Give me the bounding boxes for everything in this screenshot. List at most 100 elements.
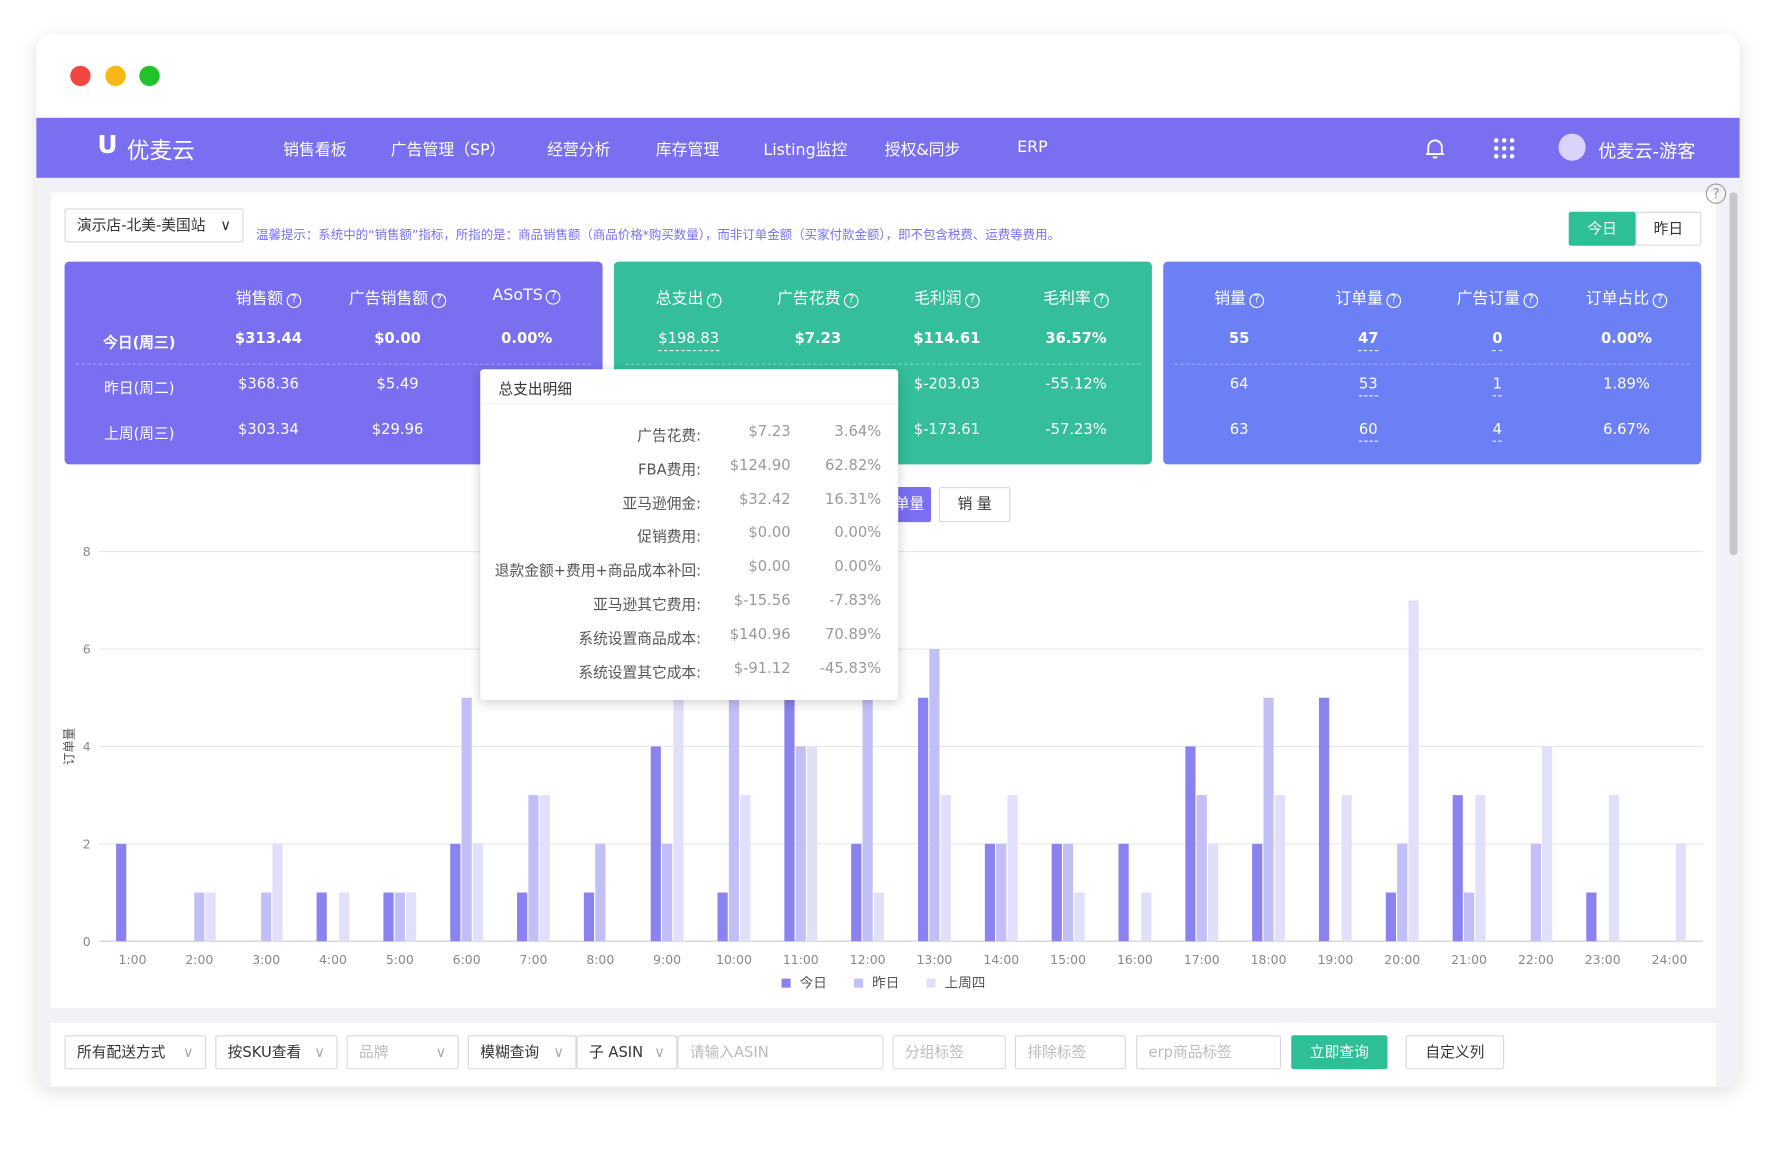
metric-header: 总支出 [656, 287, 722, 310]
metric-header: 广告花费 [777, 287, 859, 310]
bar [940, 795, 951, 942]
tooltip-percent: 0.00% [834, 558, 882, 576]
value-text[interactable]: 53 [1358, 376, 1378, 397]
y-tick-label: 8 [83, 544, 91, 559]
filter-select[interactable]: 按SKU查看 ∨ [215, 1035, 338, 1070]
tooltip-percent: -45.83% [819, 659, 882, 677]
apps-icon[interactable] [1493, 137, 1516, 160]
select-text: 品牌 [359, 1044, 389, 1062]
bar [1007, 795, 1018, 942]
filter-select[interactable]: 品牌 ∨ [346, 1035, 459, 1070]
value-text: $0.00 [374, 330, 421, 348]
bar [205, 892, 216, 942]
bar [1196, 795, 1207, 942]
metric-value: -55.12% [1045, 376, 1106, 393]
scrollbar[interactable] [1729, 192, 1738, 555]
search-button[interactable]: 立即查询 [1291, 1035, 1388, 1070]
menu-item[interactable]: 广告管理（SP） [390, 141, 506, 160]
value-text[interactable]: 60 [1358, 421, 1378, 442]
menu-item[interactable]: 销售看板 [283, 141, 347, 160]
y-tick-label: 6 [83, 642, 91, 657]
user-name[interactable]: 优麦云-游客 [1598, 140, 1696, 162]
bar [461, 697, 472, 942]
bar [873, 892, 885, 942]
value-text: 1.89% [1603, 376, 1650, 394]
close-dot[interactable] [70, 65, 91, 87]
metric-header: 广告销售额 [349, 287, 446, 310]
y-tick-label: 4 [83, 739, 91, 754]
bar [272, 843, 283, 942]
value-text[interactable]: 1 [1492, 376, 1503, 397]
value-text[interactable]: 4 [1492, 421, 1503, 442]
avatar[interactable] [1558, 133, 1586, 161]
bar [1185, 746, 1196, 942]
value-text[interactable]: 47 [1357, 330, 1379, 352]
metric-value[interactable]: 47 [1357, 330, 1379, 352]
metric-value: $7.23 [794, 331, 841, 348]
value-text: 55 [1228, 330, 1250, 348]
value-text: -55.12% [1045, 376, 1107, 394]
metric-value[interactable]: 1 [1492, 376, 1503, 397]
legend-label: 今日 [800, 976, 827, 992]
value-text: $29.96 [371, 421, 424, 439]
filter-select[interactable]: 所有配送方式 ∨ [64, 1035, 207, 1070]
bar [261, 892, 272, 942]
bar [929, 649, 940, 942]
chart-tab[interactable]: 销 量 [938, 487, 1011, 523]
caret: ∨ [553, 1044, 565, 1062]
period-button[interactable]: 昨日 [1635, 211, 1702, 246]
bar [1397, 843, 1408, 942]
value-text: $114.61 [913, 330, 981, 348]
tooltip-amount: $0.00 [748, 558, 791, 576]
filter-input[interactable]: erp商品标签 [1136, 1035, 1282, 1070]
filter-input[interactable]: 分组标签 [892, 1035, 1006, 1070]
tooltip-amount: $124.90 [729, 457, 791, 475]
x-tick-label: 4:00 [319, 952, 347, 967]
tooltip: 总支出明细 广告花费: $7.23 3.64% FBA费用: $124.90 62.82% 亚… [480, 369, 899, 700]
period-button[interactable]: 今日 [1568, 211, 1636, 246]
bar [1252, 843, 1263, 942]
bar [528, 795, 539, 942]
value-text[interactable]: 0 [1492, 330, 1503, 352]
value-text[interactable]: $198.83 [658, 330, 720, 352]
tooltip-amount: $0.00 [748, 524, 791, 542]
filter-select[interactable]: 子 ASIN ∨ [576, 1035, 678, 1070]
help-icon[interactable]: ? [1705, 183, 1727, 204]
tooltip-divider [480, 403, 899, 405]
filter-select[interactable]: 模糊查询 ∨ [467, 1035, 577, 1070]
minimize-dot[interactable] [105, 65, 126, 87]
menu-item[interactable]: 授权&同步 [884, 141, 961, 160]
metric-value[interactable]: 53 [1358, 376, 1378, 397]
metric-value: $-203.03 [914, 376, 980, 393]
logo[interactable]: 优麦云 [126, 137, 195, 165]
metric-value[interactable]: 0 [1492, 330, 1503, 352]
menu-item[interactable]: 经营分析 [547, 141, 611, 160]
menu-item[interactable]: Listing监控 [763, 141, 848, 160]
filter-input[interactable]: 排除标签 [1014, 1035, 1126, 1070]
tooltip-percent: 62.82% [825, 457, 882, 475]
bar [517, 892, 528, 942]
bar [918, 697, 929, 942]
metric-value[interactable]: 4 [1492, 421, 1503, 442]
legend-label: 上周四 [945, 976, 986, 992]
caret: ∨ [314, 1044, 326, 1062]
bar [1542, 746, 1553, 942]
caret: ∨ [654, 1044, 665, 1062]
metric-value: $29.96 [372, 421, 424, 438]
columns-button[interactable]: 自定义列 [1405, 1035, 1505, 1070]
tooltip-percent: -7.83% [829, 592, 882, 610]
metric-value[interactable]: 60 [1358, 421, 1378, 442]
tooltip-amount: $7.23 [748, 423, 791, 441]
hint: 温馨提示：系统中的“销售额”指标，所指的是：商品销售额（商品价格*购买数量），而… [255, 227, 1061, 243]
maximize-dot[interactable] [139, 65, 160, 87]
store-select[interactable]: 演示店-北美-美国站 ∨ [64, 208, 244, 243]
menu-item[interactable]: 库存管理 [655, 141, 720, 160]
y-axis-label: 订单量 [62, 728, 77, 765]
bar [383, 892, 394, 942]
bar [539, 795, 550, 942]
bell-icon[interactable] [1423, 136, 1448, 161]
filter-input[interactable]: 请输入ASIN [677, 1035, 884, 1070]
metric-value[interactable]: $198.83 [658, 330, 720, 352]
menu-item[interactable]: ERP [1017, 138, 1048, 157]
store-name: 演示店-北美-美国站 [77, 217, 206, 235]
